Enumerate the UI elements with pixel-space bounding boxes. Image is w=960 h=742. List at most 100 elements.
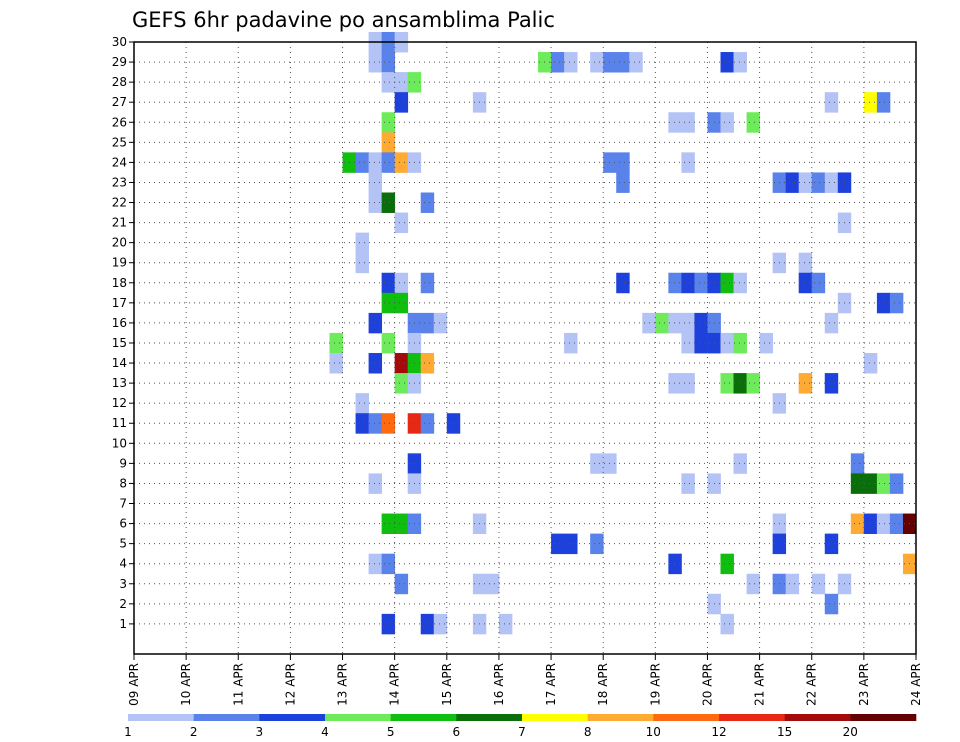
x-tick-label: 24 APR [909, 663, 923, 706]
data-cell [368, 473, 383, 494]
data-cell [889, 473, 904, 494]
data-cell [681, 152, 695, 173]
data-cell [889, 513, 904, 535]
data-cell [551, 533, 565, 555]
data-cell [394, 513, 409, 535]
colorbar-segment [719, 714, 785, 721]
y-tick-label: 21 [112, 216, 127, 230]
colorbar-segment [259, 714, 326, 721]
colorbar-label: 10 [646, 725, 661, 739]
colorbar-label: 4 [321, 725, 329, 739]
data-cell [824, 312, 839, 334]
data-cell [798, 172, 813, 193]
data-cell [433, 613, 448, 635]
data-cell [420, 272, 435, 294]
x-tick-label: 10 APR [179, 663, 193, 706]
colorbar-label: 20 [843, 725, 858, 739]
data-cell [381, 72, 396, 93]
data-cell [433, 312, 448, 334]
y-tick-label: 29 [112, 55, 127, 69]
data-cell [720, 52, 734, 73]
data-cell [564, 533, 578, 555]
colorbar-segment [193, 714, 260, 721]
data-cell [798, 373, 813, 394]
data-cell [420, 413, 435, 434]
data-cell [733, 332, 747, 354]
data-cell [381, 613, 396, 635]
data-cell [616, 152, 630, 173]
chart-title: GEFS 6hr padavine po ansamblima Palic [132, 8, 555, 32]
data-cell [381, 292, 396, 314]
data-cell [811, 573, 826, 595]
data-cell [368, 52, 383, 73]
colorbar-segment [456, 714, 523, 721]
data-cell [368, 192, 383, 213]
colorbar: 1 2 3 4 5 6 7 8 10 12 15 20 [124, 714, 917, 739]
data-cell [368, 152, 383, 173]
data-cell [876, 513, 891, 535]
y-tick-label: 16 [112, 316, 127, 330]
data-cell [798, 252, 813, 274]
data-cell [564, 332, 578, 354]
y-tick-label: 9 [119, 456, 127, 470]
data-cell [876, 92, 891, 113]
data-cell [420, 353, 435, 374]
colorbar-label: 5 [387, 725, 395, 739]
data-cell [824, 593, 839, 615]
data-cell [720, 112, 734, 133]
data-cell [590, 533, 604, 555]
y-tick-label: 17 [112, 296, 127, 310]
data-cell [590, 453, 604, 474]
data-cell [394, 292, 409, 314]
data-cell [381, 413, 396, 434]
data-cell [394, 373, 409, 394]
y-tick-label: 4 [119, 557, 127, 571]
data-cell [824, 533, 839, 555]
data-cell [720, 272, 734, 294]
y-tick-label: 14 [112, 356, 127, 370]
data-cell [381, 52, 396, 73]
colorbar-segment [128, 714, 194, 721]
data-cell [746, 373, 760, 394]
data-cell [381, 132, 396, 153]
y-tick-label: 30 [112, 35, 127, 49]
colorbar-segment [522, 714, 588, 721]
data-cell [616, 52, 630, 73]
colorbar-segment [587, 714, 654, 721]
data-cell [394, 272, 409, 294]
data-cell [694, 312, 708, 334]
y-axis-ticks: 1234567891011121314151617181920212223242… [112, 35, 134, 631]
colorbar-segment [850, 714, 917, 721]
data-cell [824, 92, 839, 113]
data-cell [733, 272, 747, 294]
data-cell [850, 453, 865, 474]
data-cell [668, 373, 682, 394]
y-tick-label: 23 [112, 175, 127, 189]
data-cell [394, 353, 409, 374]
x-tick-label: 17 APR [544, 663, 558, 706]
x-tick-label: 11 APR [231, 663, 245, 706]
data-cell [694, 272, 708, 294]
data-cell [329, 353, 343, 374]
y-tick-label: 1 [119, 617, 127, 631]
data-cell [381, 272, 396, 294]
data-cell [863, 92, 878, 113]
y-tick-label: 19 [112, 256, 127, 270]
data-cell [355, 232, 369, 254]
data-cell [681, 332, 695, 354]
y-tick-label: 7 [119, 497, 127, 511]
colorbar-segment [325, 714, 391, 721]
colorbar-label: 15 [777, 725, 792, 739]
data-cell [355, 393, 369, 414]
colorbar-label: 7 [518, 725, 526, 739]
y-tick-label: 10 [112, 436, 127, 450]
y-tick-label: 20 [112, 236, 127, 250]
data-cell [733, 52, 747, 73]
data-cell [368, 172, 383, 193]
data-cell [355, 413, 369, 434]
y-tick-label: 18 [112, 276, 127, 290]
x-tick-label: 12 APR [283, 663, 297, 706]
x-tick-label: 13 APR [336, 663, 350, 706]
colorbar-label: 6 [452, 725, 460, 739]
x-tick-label: 15 APR [440, 663, 454, 706]
